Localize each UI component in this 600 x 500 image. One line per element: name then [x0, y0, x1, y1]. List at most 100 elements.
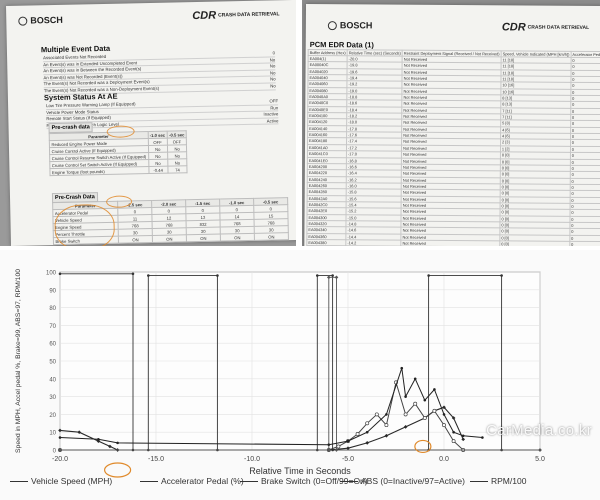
- row-label: An Event(s) was Not Recorded (Event(s)): [43, 73, 123, 81]
- data-point: [451, 439, 456, 444]
- legend-marker: [470, 481, 488, 483]
- data-point: [442, 423, 446, 428]
- table-cell: -0.44: [148, 166, 168, 174]
- legend-entry: ABS (0=Inactive/97=Active): [340, 476, 465, 486]
- table-cell: ON: [118, 235, 153, 244]
- table-cell: ON: [152, 234, 187, 243]
- ink-circle: [54, 203, 116, 246]
- bosch-logo: BOSCH: [327, 20, 372, 30]
- row-value: Run: [270, 104, 279, 111]
- row-value: No: [269, 63, 276, 69]
- photo-edr-summary: BOSCH CDR CRASH DATA RETRIEVAL Multiple E…: [0, 0, 296, 246]
- data-point: [58, 272, 62, 276]
- table-cell: -14.2: [345, 239, 402, 246]
- pcm-edr-title: PCM EDR Data (1): [309, 40, 374, 50]
- data-point: [131, 272, 135, 276]
- y-tick-label: 70: [49, 324, 56, 330]
- y-tick-label: 40: [49, 377, 56, 383]
- data-point: [326, 275, 331, 280]
- data-point: [427, 274, 430, 277]
- data-point: [461, 434, 465, 438]
- legend-entry: Vehicle Speed (MPH): [10, 476, 112, 486]
- table-cell: 0: [569, 241, 600, 246]
- multiple-events-rows: Associated Events Not Recorded 0 An Event(…: [43, 50, 276, 95]
- data-point: [461, 437, 466, 442]
- legend-marker: [240, 481, 258, 483]
- bosch-icon: [18, 16, 28, 26]
- system-status-title: System Status At AE: [43, 91, 118, 103]
- row-value: 0: [272, 50, 276, 56]
- photo-pcm-edr-table: BOSCH CDR CRASH DATA RETRIEVAL PCM EDR Da…: [302, 0, 600, 246]
- legend-label: Accelerator Pedal (%): [161, 476, 244, 486]
- data-point: [413, 377, 417, 381]
- chart-paper: 0 10 20 30 40 50 60 70 80 90 100 -20.0 -15.0 -10.0 -5.…: [0, 250, 600, 500]
- data-point: [346, 446, 350, 451]
- legend-marker: [140, 481, 158, 483]
- table-cell: Engine Torque (foot pounds): [49, 166, 149, 176]
- y-tick-label: 20: [49, 413, 56, 419]
- data-point: [58, 428, 62, 433]
- table-cell: ON: [220, 233, 255, 242]
- y-tick-label: 90: [49, 288, 56, 294]
- data-point: [327, 443, 331, 446]
- data-point: [326, 448, 331, 452]
- pcm-edr-sheet: BOSCH CDR CRASH DATA RETRIEVAL PCM EDR Da…: [304, 4, 600, 246]
- data-point: [97, 438, 100, 441]
- legend-entry: RPM/100: [470, 476, 526, 486]
- row-label: Vehicle Power Mode Status: [46, 108, 99, 115]
- edr-line-chart: 0 10 20 30 40 50 60 70 80 90 100 -20.0 -15.0 -10.0 -5.…: [15, 269, 545, 478]
- series-line: [60, 380, 464, 451]
- legend-label: Brake Switch (0=Off/99=On): [261, 476, 368, 486]
- table-cell: 74: [167, 165, 188, 174]
- data-point: [365, 421, 370, 426]
- data-point: [374, 412, 379, 417]
- y-tick-label: 60: [49, 342, 56, 348]
- x-tick-label: 5.0: [535, 456, 545, 463]
- data-point: [442, 413, 446, 416]
- data-point: [336, 444, 341, 449]
- legend-label: RPM/100: [491, 476, 527, 486]
- y-tick-label: 100: [46, 271, 57, 277]
- legend-entry: Brake Switch (0=Off/99=On): [240, 476, 368, 486]
- column-header: Relative Time (sec) (Seconds): [347, 49, 403, 57]
- table-row: Engine Torque (foot pounds) -0.44 74: [49, 165, 188, 176]
- row-value: No: [269, 56, 276, 63]
- row-value: Active: [266, 118, 279, 124]
- row-value: No: [269, 70, 276, 76]
- x-tick-label: -15.0: [148, 456, 164, 463]
- y-axis-label: Speed in MPH, Accel pedal %, Brake=99, A…: [15, 269, 22, 453]
- data-point: [404, 395, 407, 398]
- column-header: Buffer Address (Hex): [308, 49, 348, 56]
- column-header: Accelerator Pedal % Full (%): [570, 51, 600, 58]
- series-line: [60, 276, 540, 451]
- legend-entry: Accelerator Pedal (%): [140, 476, 244, 486]
- data-point: [334, 448, 339, 452]
- row-value: No: [270, 76, 276, 82]
- legend-label: Vehicle Speed (MPH): [31, 476, 113, 486]
- bosch-logo: BOSCH: [18, 15, 63, 26]
- ink-circle: [103, 462, 132, 478]
- x-tick-label: -5.0: [342, 456, 354, 463]
- data-point: [500, 274, 503, 277]
- y-tick-label: 50: [49, 360, 56, 366]
- series-line: [59, 367, 483, 446]
- x-tick-label: -10.0: [244, 456, 260, 463]
- data-point: [403, 412, 408, 417]
- data-point: [422, 416, 427, 420]
- cdr-logo: CDR CRASH DATA RETRIEVAL: [192, 9, 280, 23]
- pcm-edr-table: Buffer Address (Hex) Relative Time (sec) …: [306, 49, 600, 246]
- data-point: [423, 398, 427, 402]
- column-header: Speed, Vehicle Indicated (MPH [km/h]): [501, 50, 571, 58]
- row-label: Associated Events Not Recorded: [43, 53, 107, 61]
- cdr-logo: CDR CRASH DATA RETRIEVAL: [501, 21, 590, 34]
- table-cell: 0 [0]: [499, 240, 570, 246]
- photo-edr-chart: 0 10 20 30 40 50 60 70 80 90 100 -20.0 -15.0 -10.0 -5.…: [0, 250, 600, 500]
- data-point: [116, 441, 119, 445]
- ink-circle: [414, 439, 432, 454]
- data-point: [432, 408, 437, 413]
- table-cell: ON: [254, 232, 289, 241]
- x-tick-label: 0.0: [439, 456, 449, 463]
- summary-sheet: BOSCH CDR CRASH DATA RETRIEVAL Multiple E…: [6, 0, 296, 246]
- legend-label: ABS (0=Inactive/97=Active): [361, 476, 465, 486]
